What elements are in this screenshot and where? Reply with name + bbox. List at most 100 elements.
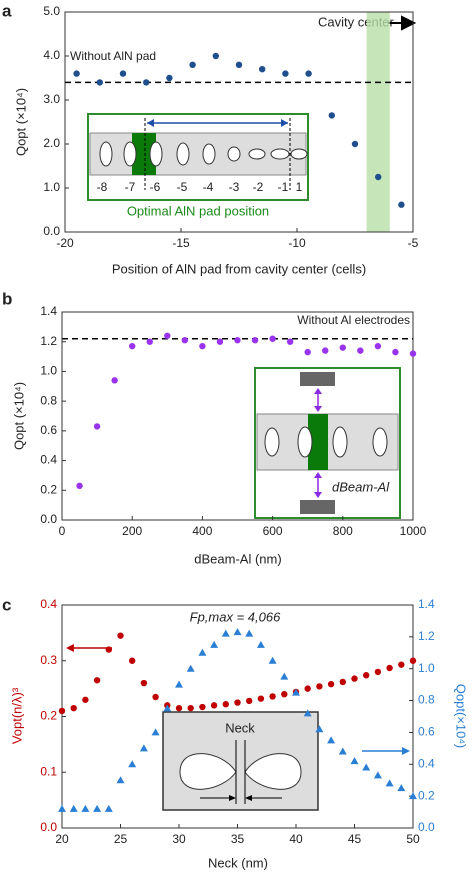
point	[305, 70, 312, 77]
y2-tick-label: 0.8	[418, 693, 435, 707]
point	[281, 691, 288, 698]
y-tick-label: 0.0	[43, 224, 60, 238]
point	[398, 661, 405, 668]
inset-label: -3	[229, 180, 240, 194]
point	[251, 337, 259, 344]
y-tick-label: 0.1	[40, 764, 57, 778]
panel-label: c	[2, 595, 11, 614]
inset-label: 1	[296, 180, 303, 194]
point	[96, 79, 104, 86]
point	[198, 648, 207, 656]
y-tick-label: 1.0	[40, 364, 57, 378]
y-tick-label: 1.0	[43, 180, 60, 194]
point	[269, 335, 276, 342]
x-tick-label: 30	[172, 832, 186, 846]
point	[175, 704, 183, 712]
point	[222, 701, 229, 708]
annotation: Optimal AlN pad position	[127, 203, 269, 218]
point	[316, 683, 323, 690]
x-tick-label: 800	[333, 524, 353, 538]
point	[373, 771, 382, 779]
point	[328, 112, 335, 119]
x-tick-label: 25	[114, 832, 128, 846]
point	[199, 342, 206, 350]
point	[259, 66, 266, 73]
y-tick-label: 5.0	[43, 4, 60, 18]
inset	[162, 711, 319, 811]
point	[338, 747, 347, 755]
point	[386, 664, 393, 672]
point	[269, 693, 276, 700]
inset-label: -6	[150, 180, 161, 194]
y-tick-label: 0.4	[40, 453, 57, 467]
point	[175, 680, 183, 688]
y2-tick-label: 0.2	[418, 788, 435, 802]
point	[385, 779, 394, 787]
point	[398, 201, 405, 208]
x-tick-label: -15	[172, 236, 190, 250]
y2-tick-label: 0.4	[418, 756, 435, 770]
x-tick-label: 0	[59, 524, 66, 538]
point	[304, 348, 311, 356]
y2-axis-label: Qopt(×10⁴)	[454, 684, 469, 748]
point	[280, 672, 289, 680]
point	[256, 640, 265, 648]
y-tick-label: 1.2	[40, 334, 57, 348]
highlight-band	[366, 12, 390, 232]
y-tick-label: 0.0	[40, 512, 57, 526]
point	[374, 668, 382, 676]
point	[117, 632, 124, 639]
point	[234, 337, 241, 344]
point	[81, 804, 90, 812]
point	[339, 344, 346, 351]
point	[105, 646, 113, 653]
point	[315, 725, 324, 733]
y-tick-label: 0.0	[40, 820, 57, 834]
y-tick-label: 0.4	[40, 597, 57, 611]
plot-frame	[61, 311, 414, 521]
y-axis-label: Vopt(n/λ)³	[9, 687, 24, 744]
annotation: Fp,max = 4,066	[190, 609, 281, 624]
point	[143, 79, 150, 86]
x-tick-label: -20	[56, 236, 74, 250]
point	[69, 804, 78, 812]
point	[235, 61, 243, 68]
y-tick-label: 0.8	[40, 393, 57, 407]
arrow	[388, 15, 417, 31]
y-tick-label: 1.4	[40, 304, 57, 318]
point	[216, 338, 224, 345]
point	[233, 628, 242, 636]
point	[351, 140, 359, 148]
point	[163, 704, 172, 712]
y-tick-label: 2.0	[43, 136, 60, 150]
point	[82, 696, 89, 703]
point	[210, 702, 218, 709]
point	[246, 697, 253, 705]
inset-label: -4	[203, 180, 214, 194]
point	[409, 350, 417, 357]
point	[303, 709, 312, 717]
point	[351, 675, 358, 682]
x-tick-label: -5	[408, 236, 419, 250]
inset-label: -7	[125, 180, 136, 194]
point	[186, 664, 195, 672]
point	[374, 342, 382, 350]
inset-label: -1	[278, 180, 289, 194]
point	[409, 792, 417, 800]
inset	[87, 113, 309, 201]
x-tick-label: 20	[55, 832, 69, 846]
annotation: Without AlN pad	[70, 49, 156, 63]
point	[128, 760, 137, 768]
panel-label: a	[2, 1, 12, 20]
point	[129, 657, 136, 664]
y-tick-label: 3.0	[43, 92, 60, 106]
plot-frame	[64, 11, 414, 233]
point	[151, 728, 160, 736]
x-tick-label: 50	[406, 832, 420, 846]
point	[187, 704, 194, 712]
point	[70, 704, 77, 712]
x-axis-label: dBeam-Al (nm)	[194, 551, 281, 566]
point	[104, 804, 113, 812]
point	[327, 736, 336, 744]
